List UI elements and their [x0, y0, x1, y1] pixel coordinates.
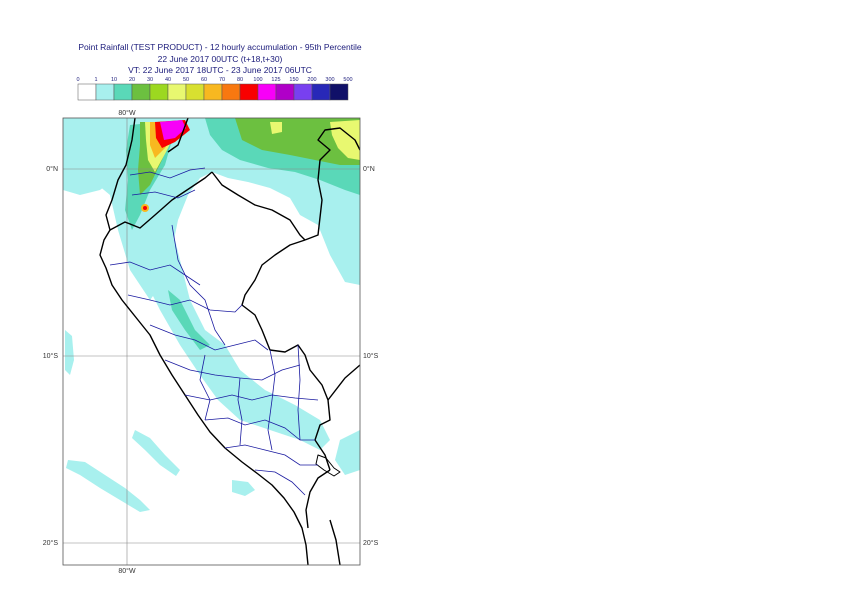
border-brazil-colombia — [304, 127, 360, 241]
valid-time: VT: 22 June 2017 18UTC - 23 June 2017 06… — [128, 65, 312, 75]
border-chile-bolivia — [329, 519, 341, 565]
admin-peru-8 — [224, 444, 318, 466]
lat-label-right-10s: 10°S — [363, 352, 379, 360]
legend-threshold-label: 80 — [237, 77, 243, 83]
legend-threshold-label: 30 — [147, 77, 153, 83]
legend-threshold-label: 40 — [165, 77, 171, 83]
admin-peru-9 — [254, 469, 306, 496]
legend-swatch — [329, 83, 349, 101]
legend-threshold-label: 100 — [253, 77, 262, 83]
legend-threshold-label: 200 — [307, 77, 316, 83]
legend-threshold-label: 60 — [201, 77, 207, 83]
lat-label-left-10s: 10°S — [43, 352, 59, 360]
rain-red-spot — [143, 206, 147, 210]
map-frame — [62, 117, 361, 566]
rain-field-magenta — [160, 120, 186, 140]
rain-light-streak-3 — [65, 330, 74, 375]
legend-threshold-label: 150 — [289, 77, 298, 83]
lon-label-top: 80°W — [118, 109, 136, 117]
legend-threshold-label: 70 — [219, 77, 225, 83]
rain-mid-band — [168, 290, 210, 350]
admin-peru-1 — [109, 261, 201, 286]
rain-light-coast-streak-1 — [132, 430, 180, 476]
rain-light-bits-north — [77, 140, 100, 162]
legend-threshold-label: 500 — [343, 77, 352, 83]
border-ecuador-peru — [109, 171, 213, 231]
coastline-borders — [99, 118, 360, 565]
legend-threshold-label: 20 — [129, 77, 135, 83]
lat-label-right-20s: 20°S — [363, 539, 379, 547]
admin-peru-2 — [127, 294, 243, 313]
admin-ecuador-2 — [131, 189, 196, 199]
admin-peru-13 — [297, 344, 301, 441]
graticule — [63, 118, 360, 565]
lat-label-left-0: 0°N — [46, 165, 58, 173]
admin-ecuador-1 — [129, 167, 206, 179]
legend-threshold-label: 0 — [76, 77, 79, 83]
legend-threshold-label: 50 — [183, 77, 189, 83]
rain-magenta-nw — [160, 120, 186, 140]
lat-label-left-20s: 20°S — [43, 539, 59, 547]
coastline — [99, 118, 309, 565]
title-block: Point Rainfall (TEST PRODUCT) - 12 hourl… — [60, 42, 380, 77]
map-title: Point Rainfall (TEST PRODUCT) - 12 hourl… — [78, 42, 362, 52]
lon-label-bottom: 80°W — [118, 567, 136, 575]
legend-threshold-label: 10 — [111, 77, 117, 83]
rain-yellow-spot — [270, 122, 282, 134]
map-frame-area — [63, 118, 360, 565]
border-colombia-ecuador — [167, 118, 189, 153]
admin-peru-12 — [199, 354, 211, 421]
admin-peru-3 — [171, 224, 226, 346]
rain-yellow-ne — [330, 120, 360, 160]
border-colombia-peru — [211, 171, 306, 241]
rain-light-andes-band — [145, 240, 330, 450]
legend-threshold-label: 1 — [94, 77, 97, 83]
admin-peru-10 — [237, 377, 243, 446]
legend-threshold-label: 125 — [271, 77, 280, 83]
color-legend: 0 1 10 20 30 40 50 60 70 80 100 125 150 200 300 500 — [76, 77, 353, 101]
admin-peru-4 — [149, 324, 269, 351]
rain-light-blob-south — [232, 480, 255, 496]
admin-peru-11 — [267, 349, 276, 451]
base-time: 22 June 2017 00UTC (t+18,t+30) — [157, 53, 283, 64]
rain-light-east-strip — [335, 430, 360, 475]
legend-threshold-label: 300 — [325, 77, 334, 83]
border-peru-bolivia — [305, 469, 331, 529]
border-bolivia-brazil — [327, 364, 360, 401]
border-peru-brazil — [241, 239, 331, 471]
lat-label-right-0: 0°N — [363, 165, 375, 173]
rain-light-coast-streak-2 — [66, 460, 150, 512]
admin-boundaries — [109, 167, 319, 496]
